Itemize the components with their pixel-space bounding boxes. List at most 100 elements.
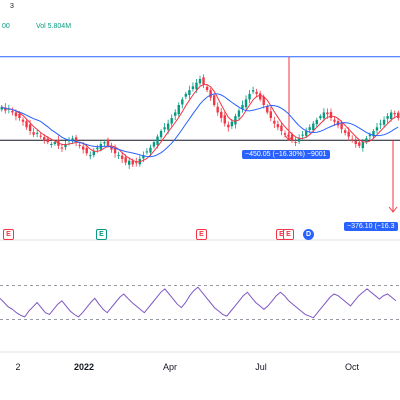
candle-body	[365, 138, 368, 143]
candle-body	[128, 160, 131, 165]
candle-body	[135, 162, 138, 164]
candle-body	[85, 147, 88, 154]
candle-body	[251, 90, 255, 92]
candle-body	[326, 112, 329, 115]
header-ohlc-fragment: 00	[2, 23, 10, 30]
candle-body	[181, 99, 184, 105]
dividend-event-icon[interactable]: D	[303, 229, 314, 240]
candle-body	[248, 93, 251, 100]
candle-body	[258, 93, 262, 100]
candle-body	[110, 146, 113, 150]
candle-body	[96, 147, 99, 150]
x-tick-label: 2	[15, 362, 21, 372]
candle-body	[308, 127, 311, 130]
candle-body	[74, 137, 78, 143]
candle-body	[223, 115, 226, 124]
candle-body	[343, 130, 347, 133]
candle-body	[174, 112, 177, 116]
candle-body	[216, 106, 219, 113]
candle-body	[322, 112, 326, 119]
candle-body	[241, 105, 244, 109]
candle-body	[375, 127, 379, 131]
candle-body	[386, 116, 389, 119]
earnings-event-icon[interactable]: E	[3, 229, 14, 240]
candle-body	[191, 86, 195, 90]
rsi-line	[0, 286, 397, 319]
candle-body	[255, 91, 258, 94]
candle-body	[50, 144, 53, 145]
candle-body	[159, 131, 163, 138]
x-tick-label: Apr	[162, 362, 178, 372]
candle-body	[379, 123, 382, 125]
candle-body	[11, 110, 14, 113]
measure-tag-1[interactable]: −450.05 (−16.30%) −9001	[242, 150, 330, 159]
candle-body	[67, 140, 71, 142]
candle-body	[202, 77, 205, 85]
candle-body	[170, 118, 173, 124]
candle-body	[312, 123, 315, 131]
candle-body	[120, 155, 124, 159]
candle-body	[347, 131, 350, 137]
candle-body	[205, 86, 209, 91]
candle-body	[145, 151, 149, 153]
earnings-event-icon[interactable]: E	[196, 229, 207, 240]
candle-body	[319, 116, 322, 119]
x-tick-label: Jul	[255, 362, 267, 372]
header-symbol-fragment: 3	[10, 3, 14, 10]
candle-body	[297, 138, 301, 142]
candle-body	[212, 95, 216, 105]
earnings-event-icon[interactable]: E	[283, 229, 294, 240]
candle-body	[358, 142, 361, 146]
candle-body	[177, 105, 180, 115]
candle-body	[315, 119, 319, 125]
candle-body	[262, 96, 265, 105]
candle-body	[39, 135, 42, 137]
candle-body	[188, 90, 191, 95]
ma-slow-line	[1, 93, 399, 158]
candle-body	[142, 155, 145, 159]
candle-body	[64, 144, 67, 148]
x-tick-label: Oct	[344, 362, 360, 372]
candle-body	[234, 116, 237, 125]
candle-body	[92, 151, 96, 156]
candle-body	[163, 127, 166, 130]
candle-body	[32, 132, 35, 135]
candle-body	[0, 106, 3, 110]
candle-body	[117, 155, 120, 157]
candle-body	[361, 142, 365, 149]
candle-body	[368, 134, 372, 137]
candle-body	[393, 112, 396, 115]
candle-body	[382, 119, 386, 125]
candle-body	[156, 136, 159, 145]
ma-fast-line	[1, 84, 399, 163]
candle-body	[28, 124, 32, 131]
candle-body	[354, 140, 357, 144]
candle-body	[195, 82, 198, 90]
candle-body	[230, 121, 234, 127]
candle-body	[35, 132, 39, 134]
earnings-event-icon[interactable]: E	[96, 229, 107, 240]
candle-body	[106, 139, 110, 146]
candle-body	[244, 99, 248, 108]
candle-body	[340, 122, 343, 130]
candle-body	[124, 157, 127, 163]
candle-body	[25, 121, 28, 128]
candle-body	[166, 123, 170, 130]
measure-arrowhead	[388, 206, 398, 213]
candle-body	[131, 160, 134, 165]
candle-body	[294, 141, 297, 143]
measure-tag-2[interactable]: −376.10 (−16.3	[344, 222, 398, 231]
candle-body	[266, 106, 269, 113]
candle-body	[389, 112, 393, 119]
candle-body	[329, 112, 333, 118]
candle-body	[283, 133, 287, 135]
candle-body	[18, 113, 21, 118]
candle-body	[237, 110, 241, 117]
candle-body	[81, 146, 85, 150]
candle-body	[280, 125, 283, 131]
candle-body	[269, 111, 272, 118]
x-tick-label: 2022	[73, 362, 95, 372]
candle-body	[227, 124, 230, 128]
candle-body	[113, 148, 117, 154]
